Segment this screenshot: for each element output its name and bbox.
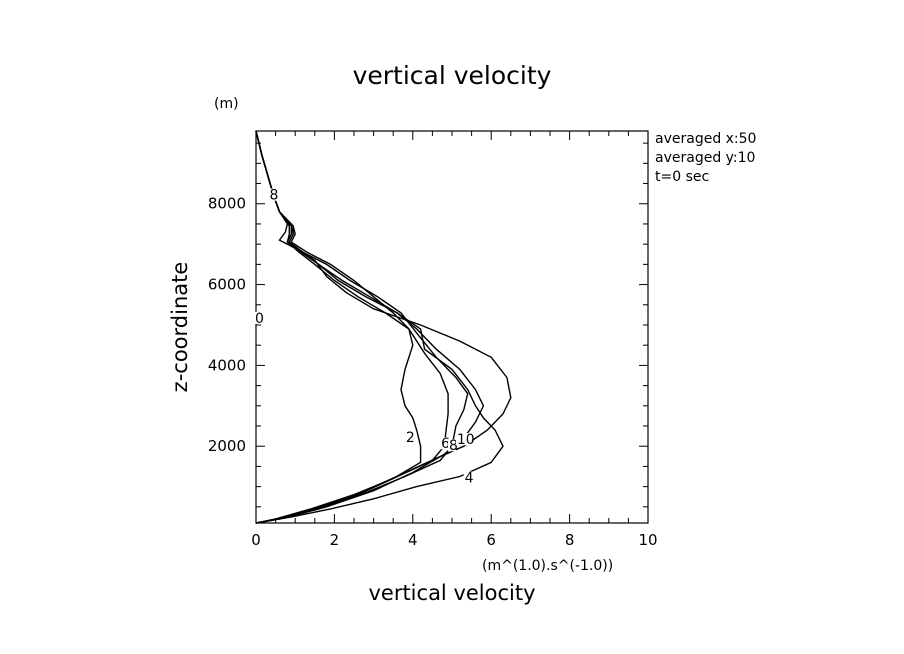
contour-label: 8 bbox=[269, 188, 278, 204]
series-line-4 bbox=[255, 130, 504, 524]
series-lines bbox=[255, 130, 512, 524]
x-tick-label: 8 bbox=[565, 531, 575, 549]
contour-label: 2 bbox=[406, 430, 415, 446]
contour-label-bg bbox=[404, 431, 413, 444]
x-tick-label: 2 bbox=[330, 531, 340, 549]
y-tick-label: 6000 bbox=[208, 276, 246, 294]
annotation-line: t=0 sec bbox=[655, 169, 709, 185]
x-tick-label: 10 bbox=[638, 531, 657, 549]
contour-label: 10 bbox=[457, 432, 475, 448]
x-axis-label: vertical velocity bbox=[368, 581, 535, 605]
annotation-line: averaged y:10 bbox=[655, 150, 755, 166]
contour-label-bg bbox=[440, 437, 449, 450]
series-line-0 bbox=[255, 130, 512, 524]
plot-frame bbox=[255, 130, 649, 524]
contour-label: 0 bbox=[255, 311, 264, 327]
series-line-2 bbox=[255, 130, 422, 524]
x-tick-label: 4 bbox=[408, 531, 418, 549]
x-tick-label: 6 bbox=[486, 531, 496, 549]
y-tick-label: 4000 bbox=[208, 356, 246, 374]
x-axis-units: (m^(1.0).s^(-1.0)) bbox=[482, 558, 613, 574]
contour-label-bg bbox=[253, 311, 262, 324]
contour-label: 6 bbox=[441, 436, 450, 452]
y-axis-units: (m) bbox=[214, 96, 239, 112]
chart-title: vertical velocity bbox=[353, 61, 552, 90]
contour-label: 4 bbox=[465, 471, 474, 487]
contour-label-bg bbox=[455, 433, 472, 446]
series-line-8 bbox=[255, 130, 469, 524]
contour-label-bg bbox=[268, 188, 277, 201]
contour-label-bg bbox=[463, 471, 472, 484]
axis-ticks bbox=[255, 131, 649, 523]
series-line-6 bbox=[255, 130, 449, 524]
annotation-line: averaged x:50 bbox=[655, 131, 756, 147]
x-tick-label: 0 bbox=[251, 531, 261, 549]
y-tick-label: 2000 bbox=[208, 437, 246, 455]
series-line-10 bbox=[255, 130, 485, 524]
annotations: averaged x:50 averaged y:10 t=0 sec bbox=[655, 131, 756, 185]
contour-label-bg bbox=[448, 439, 456, 452]
y-tick-label: 8000 bbox=[208, 195, 246, 213]
contour-label: 8 bbox=[449, 438, 458, 454]
y-axis-label: z-coordinate bbox=[168, 262, 192, 393]
